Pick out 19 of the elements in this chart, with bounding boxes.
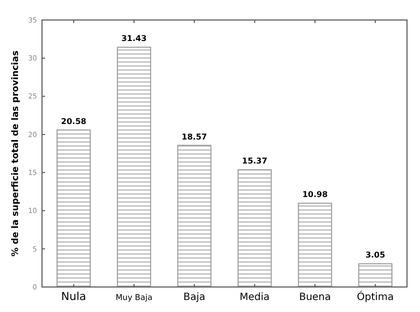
- x-tick-label: Media: [240, 292, 270, 303]
- data-label: 18.57: [182, 132, 207, 142]
- bar: [177, 144, 212, 288]
- data-label: 31.43: [121, 34, 147, 44]
- bar: [56, 130, 91, 288]
- data-label: 15.37: [242, 156, 268, 166]
- bar: [298, 202, 332, 288]
- x-tick-label: Baja: [183, 292, 206, 303]
- bar: [358, 263, 392, 288]
- x-tick-label: Óptima: [356, 290, 394, 303]
- x-tick-label: Buena: [299, 292, 331, 303]
- bar: [238, 169, 272, 288]
- y-axis-title: % de la superficie total de las provincias: [11, 50, 21, 256]
- x-tick-label: Muy Baja: [116, 293, 152, 302]
- bar: [116, 46, 152, 288]
- data-label: 20.58: [61, 117, 87, 126]
- data-label: 10.98: [302, 190, 328, 200]
- data-label: 3.05: [365, 250, 386, 260]
- x-tick-label: Nula: [61, 290, 86, 303]
